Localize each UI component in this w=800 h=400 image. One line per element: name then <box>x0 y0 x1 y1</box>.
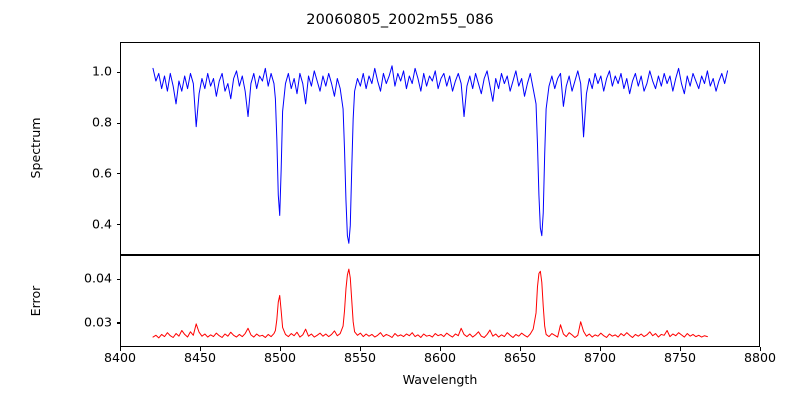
x-tick-mark <box>439 347 441 351</box>
spectrum-y-tick-label: 0.8 <box>91 114 112 130</box>
spectrum-y-tick-mark <box>116 173 120 175</box>
x-tick-mark <box>599 347 601 351</box>
error-y-tick-mark <box>116 322 120 324</box>
error-y-tick-label: 0.03 <box>83 314 112 330</box>
spectrum-y-tick-label: 1.0 <box>91 64 112 80</box>
x-tick-label: 8600 <box>423 350 457 365</box>
error-line-series <box>152 268 708 339</box>
error-axes <box>120 255 760 347</box>
x-axis-label: Wavelength <box>402 372 478 387</box>
spectrum-y-tick-mark <box>116 224 120 226</box>
error-y-axis-label: Error <box>28 285 43 317</box>
spectrum-y-tick-label: 0.4 <box>91 216 112 232</box>
x-tick-mark <box>679 347 681 351</box>
x-tick-mark <box>759 347 761 351</box>
x-tick-label: 8450 <box>183 350 217 365</box>
x-tick-label: 8500 <box>263 350 297 365</box>
spectrum-y-axis-label: Spectrum <box>28 117 43 179</box>
x-tick-label: 8750 <box>663 350 697 365</box>
spectrum-line-series <box>152 65 729 244</box>
x-tick-mark <box>279 347 281 351</box>
spectrum-axes <box>120 42 760 255</box>
x-tick-mark <box>119 347 121 351</box>
spectrum-y-tick-mark <box>116 71 120 74</box>
x-tick-mark <box>359 347 361 351</box>
x-tick-label: 8550 <box>343 350 377 365</box>
x-tick-mark <box>199 347 201 351</box>
figure-title: 20060805_2002m55_086 <box>306 12 494 28</box>
spectrum-y-tick-mark <box>116 122 120 124</box>
x-tick-label: 8700 <box>583 350 617 365</box>
error-y-tick-label: 0.04 <box>83 270 112 286</box>
x-tick-label: 8400 <box>103 350 137 365</box>
x-tick-mark <box>519 347 521 351</box>
spectrum-y-tick-label: 0.6 <box>91 165 112 181</box>
error-y-tick-mark <box>116 278 120 280</box>
x-tick-label: 8800 <box>743 350 777 365</box>
x-tick-label: 8650 <box>503 350 537 365</box>
